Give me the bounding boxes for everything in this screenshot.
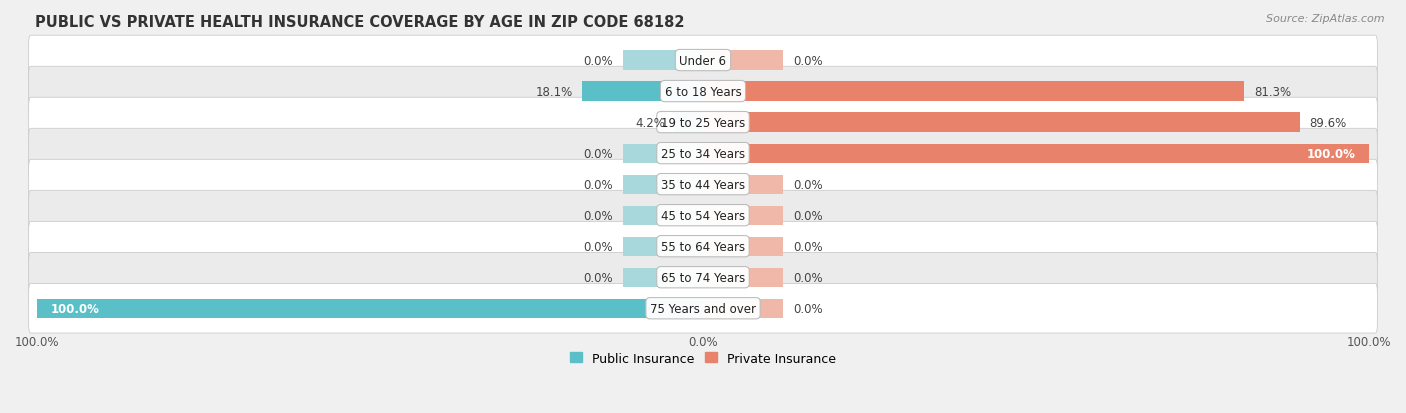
Bar [623, 268, 703, 287]
Text: 0.0%: 0.0% [583, 240, 613, 253]
FancyBboxPatch shape [28, 284, 1378, 333]
Text: 100.0%: 100.0% [1306, 147, 1355, 160]
Text: 0.0%: 0.0% [583, 271, 613, 284]
Text: 0.0%: 0.0% [583, 178, 613, 191]
Text: 18.1%: 18.1% [536, 85, 572, 98]
Bar [623, 144, 703, 164]
Text: Under 6: Under 6 [679, 55, 727, 67]
FancyBboxPatch shape [28, 98, 1378, 147]
Bar [703, 175, 783, 194]
Text: Source: ZipAtlas.com: Source: ZipAtlas.com [1267, 14, 1385, 24]
Bar [37, 299, 703, 318]
Text: 55 to 64 Years: 55 to 64 Years [661, 240, 745, 253]
FancyBboxPatch shape [28, 36, 1378, 85]
Text: 0.0%: 0.0% [583, 209, 613, 222]
FancyBboxPatch shape [28, 191, 1378, 240]
Text: 0.0%: 0.0% [583, 147, 613, 160]
Text: 0.0%: 0.0% [793, 178, 823, 191]
Bar [703, 113, 1299, 133]
FancyBboxPatch shape [28, 253, 1378, 302]
Text: 100.0%: 100.0% [51, 302, 100, 315]
Text: 45 to 54 Years: 45 to 54 Years [661, 209, 745, 222]
Bar [703, 237, 783, 256]
Text: 25 to 34 Years: 25 to 34 Years [661, 147, 745, 160]
Text: 0.0%: 0.0% [793, 240, 823, 253]
Bar [623, 206, 703, 225]
Text: 81.3%: 81.3% [1254, 85, 1291, 98]
Text: 35 to 44 Years: 35 to 44 Years [661, 178, 745, 191]
Text: PUBLIC VS PRIVATE HEALTH INSURANCE COVERAGE BY AGE IN ZIP CODE 68182: PUBLIC VS PRIVATE HEALTH INSURANCE COVER… [35, 15, 685, 30]
Bar [623, 175, 703, 194]
Text: 6 to 18 Years: 6 to 18 Years [665, 85, 741, 98]
Text: 19 to 25 Years: 19 to 25 Years [661, 116, 745, 129]
Text: 0.0%: 0.0% [793, 302, 823, 315]
Text: 89.6%: 89.6% [1309, 116, 1347, 129]
Bar [623, 51, 703, 71]
FancyBboxPatch shape [28, 67, 1378, 116]
Text: 0.0%: 0.0% [793, 209, 823, 222]
Bar [582, 82, 703, 102]
Bar [703, 206, 783, 225]
FancyBboxPatch shape [28, 160, 1378, 209]
Text: 65 to 74 Years: 65 to 74 Years [661, 271, 745, 284]
Bar [703, 144, 1369, 164]
Bar [675, 113, 703, 133]
Bar [703, 299, 783, 318]
Bar [623, 237, 703, 256]
Text: 4.2%: 4.2% [636, 116, 665, 129]
Bar [703, 268, 783, 287]
Legend: Public Insurance, Private Insurance: Public Insurance, Private Insurance [567, 348, 839, 368]
Bar [703, 51, 783, 71]
Text: 0.0%: 0.0% [793, 55, 823, 67]
Text: 75 Years and over: 75 Years and over [650, 302, 756, 315]
FancyBboxPatch shape [28, 129, 1378, 178]
Text: 0.0%: 0.0% [583, 55, 613, 67]
Bar [703, 82, 1244, 102]
FancyBboxPatch shape [28, 222, 1378, 271]
Text: 0.0%: 0.0% [793, 271, 823, 284]
